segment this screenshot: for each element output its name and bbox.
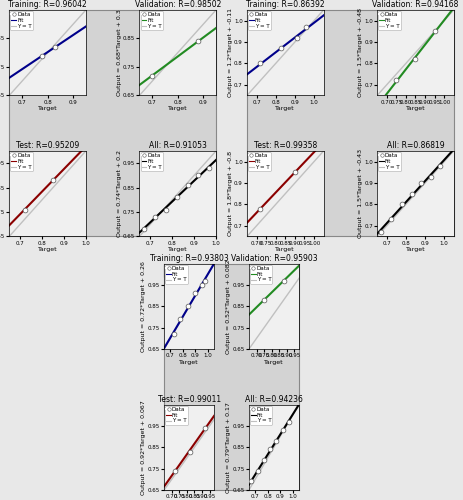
Title: Validation: R=0.95903: Validation: R=0.95903 [231, 254, 317, 263]
Point [49, 176, 56, 184]
X-axis label: Target: Target [275, 106, 295, 111]
Point [377, 228, 385, 236]
Y-axis label: Output = 0.79*Target + 0.17: Output = 0.79*Target + 0.17 [226, 402, 231, 492]
Point [198, 281, 205, 289]
Point [285, 418, 293, 426]
Point [393, 76, 400, 84]
Y-axis label: Output = 1.5*Target + -0.48: Output = 1.5*Target + -0.48 [358, 8, 363, 97]
Point [254, 467, 262, 475]
Point [418, 179, 425, 187]
Point [151, 213, 158, 221]
Legend: Data, Fit, Y = T: Data, Fit, Y = T [250, 406, 272, 424]
Point [171, 467, 178, 475]
X-axis label: Target: Target [275, 247, 295, 252]
Point [192, 290, 199, 298]
Text: b: b [249, 12, 257, 22]
Point [149, 72, 156, 80]
Y-axis label: Output = 0.52*Target + 0.082: Output = 0.52*Target + 0.082 [226, 259, 231, 354]
Point [267, 446, 274, 454]
Y-axis label: Output = 0.72*Target + 0.26: Output = 0.72*Target + 0.26 [141, 261, 146, 352]
Point [39, 52, 46, 60]
Point [280, 276, 288, 284]
Y-axis label: Output = 0.68*Target + 0.3: Output = 0.68*Target + 0.3 [117, 10, 122, 96]
Legend: Data, Fit, Y = T: Data, Fit, Y = T [250, 264, 272, 283]
Point [278, 44, 285, 52]
Legend: Data, Fit, Y = T: Data, Fit, Y = T [248, 152, 270, 171]
Point [194, 38, 202, 46]
X-axis label: Target: Target [179, 360, 199, 364]
X-axis label: Target: Target [38, 247, 57, 252]
X-axis label: Target: Target [168, 106, 188, 111]
Title: Test: R=0.99011: Test: R=0.99011 [157, 395, 221, 404]
Title: All: R=0.94236: All: R=0.94236 [245, 395, 303, 404]
Point [260, 296, 268, 304]
X-axis label: Target: Target [38, 106, 57, 111]
Point [195, 172, 202, 179]
Title: Training: R=0.86392: Training: R=0.86392 [246, 0, 325, 9]
X-axis label: Target: Target [406, 247, 425, 252]
Point [408, 190, 415, 198]
X-axis label: Target: Target [264, 360, 284, 364]
Point [184, 302, 192, 310]
Title: All: R=0.86819: All: R=0.86819 [387, 141, 444, 150]
Title: Test: R=0.99358: Test: R=0.99358 [254, 141, 317, 150]
Point [170, 330, 178, 338]
Point [140, 225, 148, 233]
Point [201, 276, 209, 284]
Point [431, 28, 438, 36]
Y-axis label: Output = 1.2*Target + -0.11: Output = 1.2*Target + -0.11 [228, 8, 233, 97]
X-axis label: Target: Target [168, 247, 188, 252]
Point [186, 448, 194, 456]
Point [206, 164, 213, 172]
Point [427, 172, 434, 180]
X-axis label: Target: Target [406, 106, 425, 111]
Point [387, 216, 394, 224]
Legend: Data, Fit, Y = T: Data, Fit, Y = T [141, 11, 163, 30]
Legend: Data, Fit, Y = T: Data, Fit, Y = T [248, 11, 270, 30]
Point [303, 23, 310, 31]
Y-axis label: Output = 1.8*Target + -0.8: Output = 1.8*Target + -0.8 [228, 151, 233, 236]
Y-axis label: Output = 0.74*Target + 0.2: Output = 0.74*Target + 0.2 [117, 150, 122, 237]
Legend: Data, Fit, Y = T: Data, Fit, Y = T [378, 11, 400, 30]
Title: Validation: R=0.98502: Validation: R=0.98502 [135, 0, 221, 9]
Point [279, 426, 286, 434]
Point [201, 424, 209, 432]
Point [173, 194, 180, 202]
Point [248, 478, 255, 486]
Title: Validation: R=0.94168: Validation: R=0.94168 [372, 0, 459, 9]
Point [184, 181, 191, 189]
Point [51, 43, 59, 51]
Point [177, 315, 184, 323]
Point [291, 168, 299, 176]
Title: All: R=0.91053: All: R=0.91053 [149, 141, 206, 150]
Point [162, 206, 169, 214]
Point [257, 60, 264, 68]
Point [257, 204, 264, 212]
Title: Test: R=0.95209: Test: R=0.95209 [16, 141, 79, 150]
Point [21, 206, 28, 214]
Point [398, 200, 406, 208]
Legend: Data, Fit, Y = T: Data, Fit, Y = T [165, 406, 188, 424]
Text: c: c [165, 266, 172, 276]
Legend: Data, Fit, Y = T: Data, Fit, Y = T [10, 11, 33, 30]
Text: a: a [11, 12, 19, 22]
Y-axis label: Output = 1.5*Target + -0.43: Output = 1.5*Target + -0.43 [358, 149, 363, 238]
Point [293, 34, 300, 42]
Point [260, 456, 268, 464]
Legend: Data, Fit, Y = T: Data, Fit, Y = T [141, 152, 163, 171]
Point [437, 162, 444, 170]
Point [273, 437, 280, 445]
Legend: Data, Fit, Y = T: Data, Fit, Y = T [10, 152, 33, 171]
Legend: Data, Fit, Y = T: Data, Fit, Y = T [378, 152, 400, 171]
Y-axis label: Output = 0.92*Target + 0.067: Output = 0.92*Target + 0.067 [141, 400, 146, 494]
Legend: Data, Fit, Y = T: Data, Fit, Y = T [165, 264, 188, 283]
Title: Training: R=0.93803: Training: R=0.93803 [150, 254, 228, 263]
Title: Training: R=0.96042: Training: R=0.96042 [8, 0, 87, 9]
Point [412, 55, 419, 63]
